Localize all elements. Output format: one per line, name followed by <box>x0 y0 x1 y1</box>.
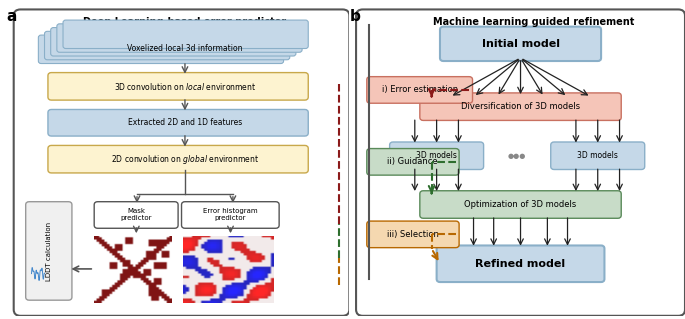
Text: Voxelized local 3d information: Voxelized local 3d information <box>127 44 242 53</box>
FancyBboxPatch shape <box>420 191 621 218</box>
FancyBboxPatch shape <box>57 24 302 52</box>
Text: Error histogram
predictor: Error histogram predictor <box>203 208 258 221</box>
Text: Extracted 2D and 1D features: Extracted 2D and 1D features <box>128 118 242 127</box>
FancyBboxPatch shape <box>48 73 308 100</box>
Text: Refined model: Refined model <box>475 259 566 269</box>
FancyBboxPatch shape <box>45 31 290 60</box>
Text: 3D models: 3D models <box>416 151 457 160</box>
FancyBboxPatch shape <box>14 10 349 316</box>
FancyBboxPatch shape <box>440 27 601 61</box>
FancyBboxPatch shape <box>51 27 296 56</box>
FancyBboxPatch shape <box>366 77 473 103</box>
FancyBboxPatch shape <box>63 20 308 48</box>
Text: ●●●: ●●● <box>508 153 526 159</box>
FancyBboxPatch shape <box>356 10 685 316</box>
FancyBboxPatch shape <box>366 221 459 248</box>
Text: a: a <box>7 10 17 25</box>
FancyBboxPatch shape <box>366 149 459 175</box>
Text: i) Error estimation: i) Error estimation <box>382 85 458 94</box>
FancyBboxPatch shape <box>551 142 645 169</box>
Text: iii) Selection: iii) Selection <box>387 230 438 239</box>
FancyBboxPatch shape <box>94 202 178 228</box>
FancyBboxPatch shape <box>420 93 621 121</box>
FancyBboxPatch shape <box>48 145 308 173</box>
Text: ii) Guidance: ii) Guidance <box>388 157 438 166</box>
FancyBboxPatch shape <box>26 202 72 300</box>
Text: Initial model: Initial model <box>482 39 560 49</box>
Text: 3D convolution on $\mathbf{\mathit{local}}$ environment: 3D convolution on $\mathbf{\mathit{local… <box>114 81 256 92</box>
Text: Machine learning guided refinement: Machine learning guided refinement <box>434 17 634 27</box>
FancyBboxPatch shape <box>38 35 284 63</box>
FancyBboxPatch shape <box>390 142 484 169</box>
FancyBboxPatch shape <box>48 109 308 136</box>
Text: Optimization of 3D models: Optimization of 3D models <box>464 200 577 209</box>
Text: 2D convolution on $\mathbf{\mathit{global}}$ environment: 2D convolution on $\mathbf{\mathit{globa… <box>111 153 259 166</box>
FancyBboxPatch shape <box>436 246 604 282</box>
Text: b: b <box>349 10 360 25</box>
Text: Diversification of 3D models: Diversification of 3D models <box>461 102 580 111</box>
FancyBboxPatch shape <box>182 202 279 228</box>
Text: Deep Learning-based error predictor: Deep Learning-based error predictor <box>84 17 286 27</box>
Text: Mask
predictor: Mask predictor <box>121 208 152 221</box>
Text: LDDT calculation: LDDT calculation <box>46 222 51 281</box>
Text: 3D models: 3D models <box>577 151 618 160</box>
